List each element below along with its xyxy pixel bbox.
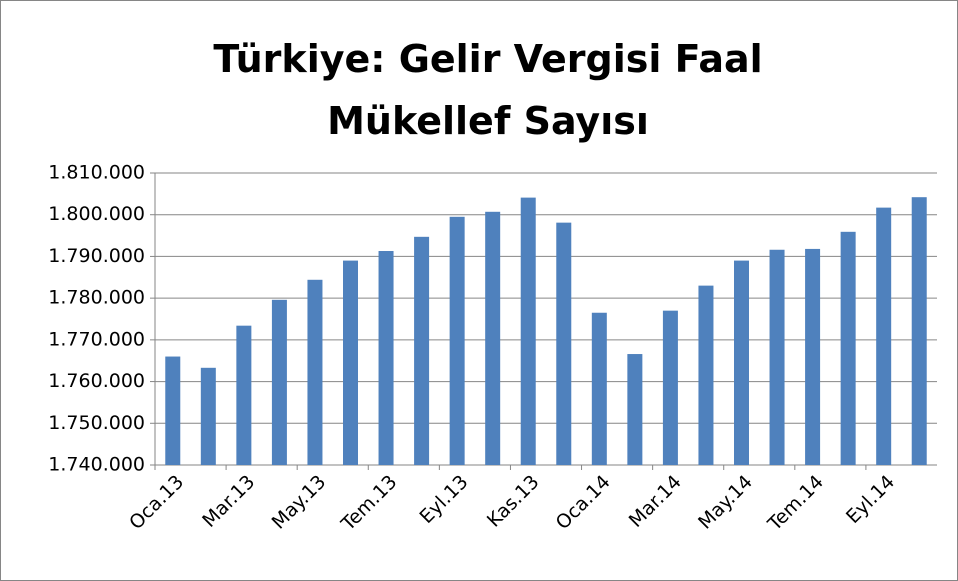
- bar: [378, 251, 394, 465]
- bar: [627, 354, 643, 465]
- bar: [911, 197, 927, 466]
- bar: [805, 248, 821, 465]
- y-tick-label: 1.740.000: [48, 454, 145, 476]
- bar: [876, 207, 892, 465]
- bar: [165, 356, 181, 465]
- bar: [769, 249, 785, 465]
- y-tick-label: 1.790.000: [48, 245, 145, 267]
- bar: [662, 310, 678, 465]
- y-tick-label: 1.810.000: [48, 162, 145, 184]
- bar: [485, 211, 501, 465]
- bar: [591, 312, 607, 465]
- y-tick-label: 1.800.000: [48, 203, 145, 225]
- y-tick-label: 1.780.000: [48, 287, 145, 309]
- y-tick-label: 1.760.000: [48, 370, 145, 392]
- bar: [734, 260, 749, 465]
- chart-title: Türkiye: Gelir Vergisi Faal Mükellef Say…: [213, 37, 763, 143]
- bar: [236, 325, 252, 465]
- bar: [698, 285, 714, 465]
- y-tick-label: 1.750.000: [48, 412, 145, 434]
- bar: [449, 216, 465, 465]
- bar: [520, 197, 536, 465]
- y-tick-label: 1.770.000: [48, 328, 145, 350]
- bar: [200, 367, 216, 465]
- bar: [307, 279, 323, 465]
- bar: [556, 222, 572, 465]
- bar: [271, 299, 287, 465]
- bar: [840, 231, 856, 465]
- bar: [414, 236, 430, 465]
- bar: [343, 260, 358, 465]
